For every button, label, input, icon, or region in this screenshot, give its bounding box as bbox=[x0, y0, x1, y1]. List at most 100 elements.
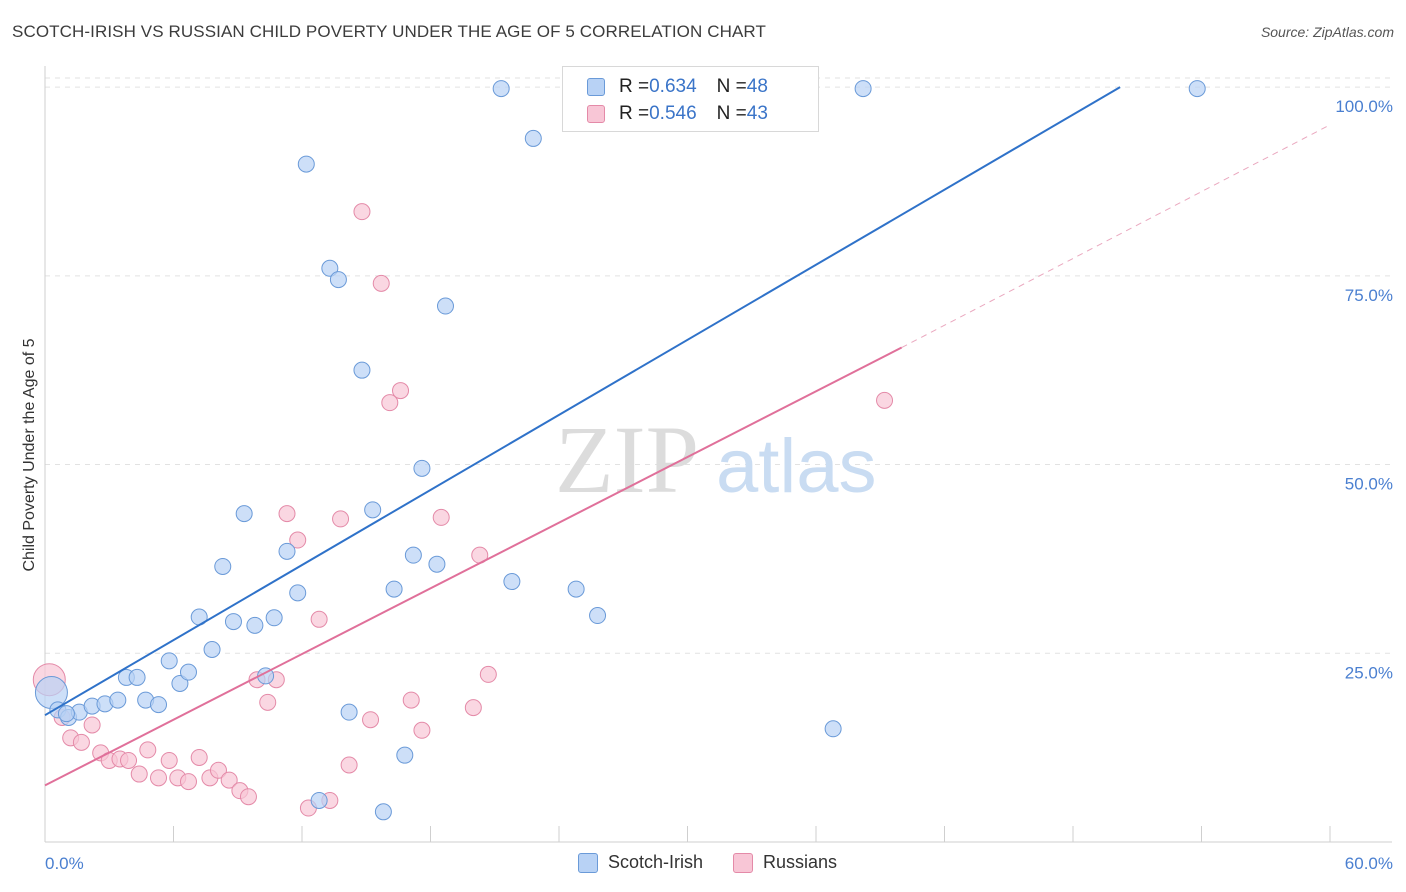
legend-swatch-russians bbox=[587, 105, 605, 123]
scotch-irish-point bbox=[404, 546, 422, 564]
scotch-irish-point bbox=[289, 584, 307, 602]
russians-point bbox=[362, 711, 380, 729]
watermark-atlas: atlas bbox=[716, 424, 877, 509]
russians-point bbox=[332, 510, 350, 528]
russians-point bbox=[479, 665, 497, 683]
y-tick-label: 25.0% bbox=[1345, 663, 1393, 682]
scotch-irish-point bbox=[374, 803, 392, 821]
legend-n-label: N = bbox=[716, 76, 747, 97]
scotch-irish-point bbox=[413, 459, 431, 477]
scotch-irish-point bbox=[396, 746, 414, 764]
russians-point bbox=[310, 610, 328, 628]
russians-point bbox=[120, 751, 138, 769]
scotch-irish-point bbox=[214, 557, 232, 575]
scotch-irish-point bbox=[321, 259, 339, 277]
legend-r-label: R = bbox=[619, 103, 650, 124]
axes bbox=[44, 66, 1392, 843]
russians-trend-line bbox=[44, 346, 903, 787]
y-tick-label: 100.0% bbox=[1335, 97, 1393, 116]
legend-n-value: 48 bbox=[746, 76, 768, 97]
y-axis-label: Child Poverty Under the Age of 5 bbox=[21, 338, 38, 571]
russians-point bbox=[372, 274, 390, 292]
legend-r-label: R = bbox=[619, 76, 650, 97]
scotch-irish-point bbox=[128, 668, 146, 686]
scotch-irish-point bbox=[310, 791, 328, 809]
russians-point bbox=[160, 751, 178, 769]
trend-lines bbox=[44, 86, 1331, 787]
x-tick-label-max: 60.0% bbox=[1345, 854, 1393, 873]
legend-item-scotch-irish[interactable]: Scotch-Irish bbox=[578, 852, 703, 873]
source-label: Source: ZipAtlas.com bbox=[1260, 24, 1394, 40]
scotch-irish-point bbox=[235, 505, 253, 523]
legend-r-value: 0.546 bbox=[649, 103, 697, 124]
russians-point bbox=[340, 756, 358, 774]
scotch-irish-point bbox=[428, 555, 446, 573]
russians-point bbox=[402, 691, 420, 709]
legend-swatch-scotch-irish bbox=[587, 78, 605, 96]
scotch-irish-point bbox=[567, 580, 585, 598]
russians-point bbox=[83, 716, 101, 734]
y-tick-label: 50.0% bbox=[1345, 475, 1393, 494]
scotch-irish-point bbox=[265, 609, 283, 627]
scotch-irish-point bbox=[160, 652, 178, 670]
scotch-irish-point bbox=[524, 129, 542, 147]
legend-swatch-russians bbox=[733, 852, 754, 873]
scotch-irish-point bbox=[854, 80, 872, 98]
russians-point bbox=[381, 394, 399, 412]
legend-n-label: N = bbox=[716, 103, 747, 124]
russians-point bbox=[209, 761, 227, 779]
russians-point bbox=[239, 788, 257, 806]
watermark: ZIP atlas bbox=[555, 406, 877, 513]
legend-label-scotch-irish: Scotch-Irish bbox=[608, 852, 704, 872]
scotch-irish-point bbox=[109, 691, 127, 709]
russians-point bbox=[72, 733, 90, 751]
watermark-zip: ZIP bbox=[555, 406, 699, 513]
russians-point bbox=[179, 773, 197, 791]
russians-trend-extension bbox=[901, 124, 1331, 348]
scotch-irish-point bbox=[353, 361, 371, 379]
scotch-irish-point bbox=[57, 705, 75, 723]
russians-point bbox=[464, 699, 482, 717]
russians-point bbox=[130, 765, 148, 783]
scotch-irish-point bbox=[246, 616, 264, 634]
russians-point bbox=[289, 531, 307, 549]
russians-point bbox=[220, 771, 238, 789]
scotch-irish-point bbox=[589, 607, 607, 625]
scotch-irish-point bbox=[171, 674, 189, 692]
scotch-irish-point bbox=[329, 271, 347, 289]
scotch-irish-point bbox=[364, 501, 382, 519]
correlation-legend: R = 0.634 N = 48 R = 0.546 N = 43 bbox=[562, 66, 819, 132]
legend-item-russians[interactable]: Russians bbox=[733, 852, 837, 873]
legend-r-value: 0.634 bbox=[649, 76, 697, 97]
legend-swatch-scotch-irish bbox=[578, 852, 598, 873]
series-legend: Scotch-Irish Russians bbox=[578, 852, 867, 873]
scotch-irish-point bbox=[824, 720, 842, 738]
russians-point bbox=[876, 391, 894, 409]
russians-point bbox=[353, 203, 371, 221]
russians-point bbox=[259, 693, 277, 711]
scotch-irish-point bbox=[203, 641, 221, 658]
legend-row-scotch-irish: R = 0.634 N = 48 bbox=[587, 75, 768, 99]
russians-point bbox=[190, 748, 208, 766]
scotch-irish-point bbox=[297, 155, 315, 173]
legend-row-russians: R = 0.546 N = 43 bbox=[587, 102, 768, 126]
scotch-irish-point bbox=[385, 580, 403, 598]
scotch-irish-point bbox=[1188, 80, 1206, 98]
scotch-irish-point bbox=[150, 696, 168, 714]
russians-point bbox=[432, 508, 450, 526]
y-tick-label: 75.0% bbox=[1345, 286, 1393, 305]
x-tick-label-min: 0.0% bbox=[45, 854, 84, 873]
legend-label-russians: Russians bbox=[763, 852, 838, 872]
scotch-irish-point bbox=[340, 703, 358, 721]
grid-lines bbox=[45, 77, 1392, 654]
russians-point bbox=[392, 382, 410, 400]
legend-n-value: 43 bbox=[746, 103, 768, 124]
russians-point bbox=[139, 741, 157, 759]
scotch-irish-point bbox=[224, 613, 242, 631]
russians-point bbox=[150, 769, 168, 787]
scotch-irish-point bbox=[503, 573, 521, 591]
scotch-irish-point bbox=[179, 663, 197, 681]
scotch-irish-point bbox=[492, 80, 510, 98]
chart-title: SCOTCH-IRISH VS RUSSIAN CHILD POVERTY UN… bbox=[12, 22, 766, 41]
